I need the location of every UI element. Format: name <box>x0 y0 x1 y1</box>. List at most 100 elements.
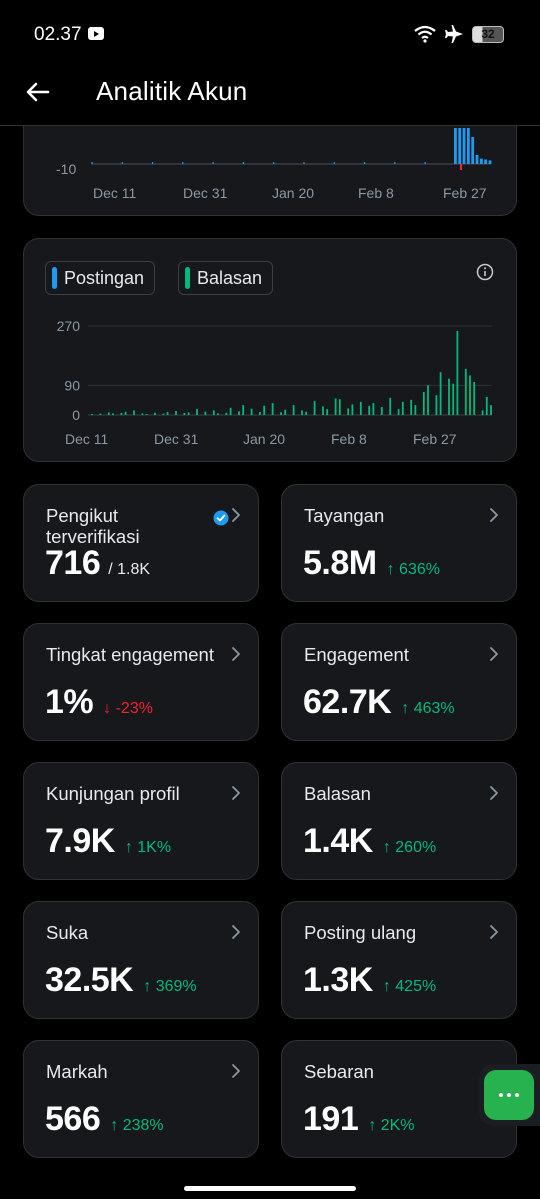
dot-icon <box>506 1092 512 1098</box>
chart-bar <box>422 391 425 415</box>
chart-bar <box>162 413 165 415</box>
stat-value: 566 ↑ 238% <box>45 1100 164 1139</box>
chart-bar <box>284 409 287 415</box>
chart-bar <box>154 412 156 415</box>
stat-value: 5.8M ↑ 636% <box>303 544 440 583</box>
chevron-right-icon <box>490 786 498 800</box>
chart-bar <box>91 414 93 415</box>
chart-bar <box>187 412 190 415</box>
chart-bar <box>183 413 186 415</box>
chart-bar <box>439 372 442 415</box>
stat-number: 32.5K <box>45 961 134 999</box>
chart-bar <box>91 162 93 164</box>
stat-change: ↑ 2K% <box>368 1117 414 1134</box>
stat-number: 1.3K <box>303 961 373 999</box>
battery-level: 32 <box>481 27 495 41</box>
stat-number: 716 <box>45 544 101 582</box>
x-tick-label: Feb 27 <box>443 185 487 201</box>
chart-bar <box>397 409 400 415</box>
dot-icon <box>514 1092 520 1098</box>
chart-bar <box>151 162 154 164</box>
chart-bar <box>313 401 316 415</box>
chart-bar <box>303 162 305 164</box>
chart-bar <box>410 399 413 415</box>
stat-value: 62.7K ↑ 463% <box>303 683 455 722</box>
chart-bar <box>481 410 484 415</box>
stat-card[interactable]: Markah 566 ↑ 238% <box>23 1040 259 1158</box>
stat-change: ↑ 369% <box>143 978 196 995</box>
chevron-right-icon <box>232 508 240 522</box>
chart-bar <box>490 405 492 415</box>
arrow-up-icon: ↑ <box>401 700 410 717</box>
stat-card[interactable]: Kunjungan profil 7.9K ↑ 1K% <box>23 762 259 880</box>
stat-change: ↓ -23% <box>103 700 153 717</box>
legend-balasan[interactable]: Balasan <box>178 261 274 295</box>
chart-bar <box>99 413 102 415</box>
legend-postingan[interactable]: Postingan <box>45 261 156 295</box>
stat-change-value: 260% <box>395 839 437 856</box>
stat-label: Engagement <box>304 644 409 665</box>
chart-bar <box>427 385 429 415</box>
chart-bar <box>334 398 337 415</box>
stat-card[interactable]: Suka 32.5K ↑ 369% <box>23 901 259 1019</box>
y-tick-label: 270 <box>57 318 81 334</box>
legend-swatch <box>185 267 190 289</box>
chart-bar <box>351 404 354 415</box>
y-tick-label: -10 <box>56 161 76 177</box>
stat-card[interactable]: Sebaran 191 ↑ 2K% <box>281 1040 517 1158</box>
x-tick-label: Dec 31 <box>154 431 199 447</box>
stat-change: ↑ 260% <box>383 839 436 856</box>
chart-bar <box>242 162 245 164</box>
stat-change: ↑ 1K% <box>125 839 171 856</box>
chart-bar <box>238 411 240 415</box>
chart-bar <box>333 162 335 164</box>
legend-label: Balasan <box>197 267 263 288</box>
chart-bar <box>466 128 470 164</box>
more-options-button[interactable] <box>484 1070 534 1120</box>
chart-bar <box>212 162 214 164</box>
stat-change-value: 425% <box>395 978 437 995</box>
y-tick-label: 90 <box>64 377 80 393</box>
chart-bar <box>456 330 459 415</box>
arrow-up-icon: ↑ <box>386 561 395 578</box>
floating-action-container <box>478 1064 540 1126</box>
stat-card[interactable]: Tayangan 5.8M ↑ 636% <box>281 484 517 602</box>
chart-bar <box>435 395 438 415</box>
stat-card[interactable]: Engagement 62.7K ↑ 463% <box>281 623 517 741</box>
stat-change: ↑ 238% <box>110 1117 163 1134</box>
chart-bar <box>394 162 396 164</box>
chart-bar <box>263 405 266 415</box>
info-icon[interactable] <box>476 263 494 281</box>
chart-bar <box>462 128 466 164</box>
chart-bar <box>196 409 198 415</box>
stat-change: ↑ 463% <box>401 700 454 717</box>
home-indicator[interactable] <box>184 1186 356 1191</box>
stat-card[interactable]: Pengikut terverifikasi 716 / 1.8K <box>23 484 259 602</box>
stat-value: 191 ↑ 2K% <box>303 1100 414 1139</box>
stat-change-value: 238% <box>122 1117 164 1134</box>
chart-bar <box>292 405 295 415</box>
chart-bar <box>301 410 303 415</box>
airplane-mode-icon <box>445 25 463 43</box>
x-tick-label: Jan 20 <box>272 185 314 201</box>
back-arrow-icon[interactable] <box>24 78 52 106</box>
stat-label: Markah <box>46 1061 108 1082</box>
stat-label: Pengikut terverifikasi <box>46 505 140 547</box>
chart-bar <box>372 403 375 415</box>
chart-bar <box>484 159 488 164</box>
stat-card[interactable]: Balasan 1.4K ↑ 260% <box>281 762 517 880</box>
chevron-right-icon <box>490 647 498 661</box>
stat-change-value: -23% <box>115 700 153 717</box>
stat-card[interactable]: Posting ulang 1.3K ↑ 425% <box>281 901 517 1019</box>
chart-bar <box>273 162 275 164</box>
stat-card[interactable]: Tingkat engagement 1% ↓ -23% <box>23 623 259 741</box>
chart-bar <box>471 137 475 164</box>
replies-chart-card: Postingan Balasan 270 90 0 Dec 11 Dec 31 Jan… <box>23 238 517 462</box>
stat-number: 191 <box>303 1100 359 1138</box>
stat-change: ↑ 636% <box>387 561 440 578</box>
chart-bar <box>280 412 282 415</box>
chart-bar <box>401 401 404 415</box>
stat-total: / 1.8K <box>108 561 151 578</box>
stat-number: 7.9K <box>45 822 115 860</box>
chevron-right-icon <box>232 1064 240 1078</box>
